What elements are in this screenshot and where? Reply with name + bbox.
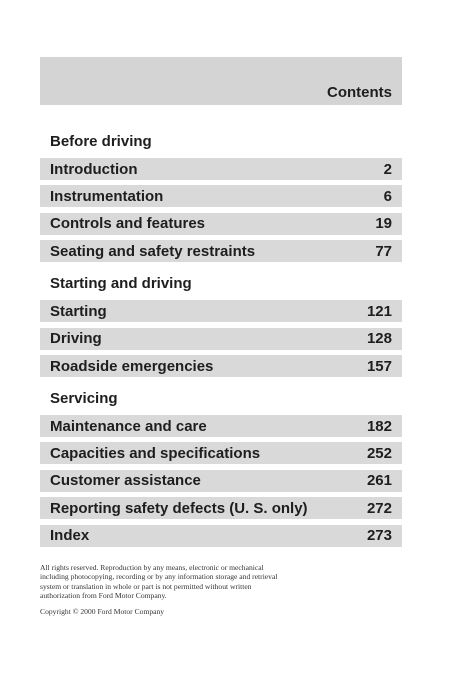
header-title: Contents [327, 84, 392, 101]
entry-page: 121 [366, 302, 392, 320]
toc-entry: Seating and safety restraints 77 [40, 240, 402, 263]
notice-line: authorization from Ford Motor Company. [40, 591, 167, 601]
copyright: Copyright © 2000 Ford Motor Company [40, 607, 165, 616]
notice-line: system or translation in whole or part i… [40, 581, 252, 591]
toc-entry: Index 273 [40, 524, 402, 547]
entry-page: 2 [383, 160, 392, 178]
entry-page: 261 [366, 472, 392, 490]
entry-title: Maintenance and care [50, 417, 207, 435]
entry-title: Index [50, 527, 90, 545]
entry-title: Introduction [50, 160, 138, 178]
entry-title: Customer assistance [50, 472, 201, 490]
entry-title: Roadside emergencies [50, 357, 214, 375]
entry-page: 157 [366, 357, 392, 375]
entry-page: 128 [366, 330, 392, 348]
toc-entry: Starting 121 [40, 300, 402, 323]
toc-entry: Introduction 2 [40, 158, 402, 180]
entry-page: 182 [366, 417, 392, 435]
toc-entry: Driving 128 [40, 327, 402, 350]
toc-entry: Controls and features 19 [40, 212, 402, 235]
notice-line: including photocopying, recording or by … [40, 572, 278, 582]
toc-entry: Customer assistance 261 [40, 469, 402, 492]
entry-page: 77 [375, 242, 392, 260]
entry-title: Capacities and specifications [50, 444, 261, 462]
entry-title: Reporting safety defects (U. S. only) [50, 499, 308, 517]
entry-page: 272 [366, 499, 392, 517]
entry-title: Instrumentation [50, 187, 164, 205]
entry-page: 19 [375, 215, 392, 233]
entry-title: Starting [50, 302, 107, 320]
entry-page: 252 [366, 444, 392, 462]
section-heading: Before driving [50, 133, 152, 150]
section-heading: Servicing [50, 390, 118, 407]
entry-title: Controls and features [50, 215, 206, 233]
toc-entry: Maintenance and care 182 [40, 415, 402, 437]
entry-page: 273 [366, 527, 392, 545]
entry-page: 6 [383, 187, 392, 205]
entry-title: Seating and safety restraints [50, 242, 256, 260]
toc-entry: Capacities and specifications 252 [40, 442, 402, 465]
header-bar: Contents [40, 57, 402, 105]
notice-line: All rights reserved. Reproduction by any… [40, 563, 264, 572]
toc-entry: Reporting safety defects (U. S. only) 272 [40, 497, 402, 520]
toc-entry: Roadside emergencies 157 [40, 355, 402, 377]
section-heading: Starting and driving [50, 275, 192, 293]
toc-entry: Instrumentation 6 [40, 185, 402, 208]
rights-notice: All rights reserved. Reproduction by any… [40, 563, 277, 601]
entry-title: Driving [50, 330, 102, 348]
